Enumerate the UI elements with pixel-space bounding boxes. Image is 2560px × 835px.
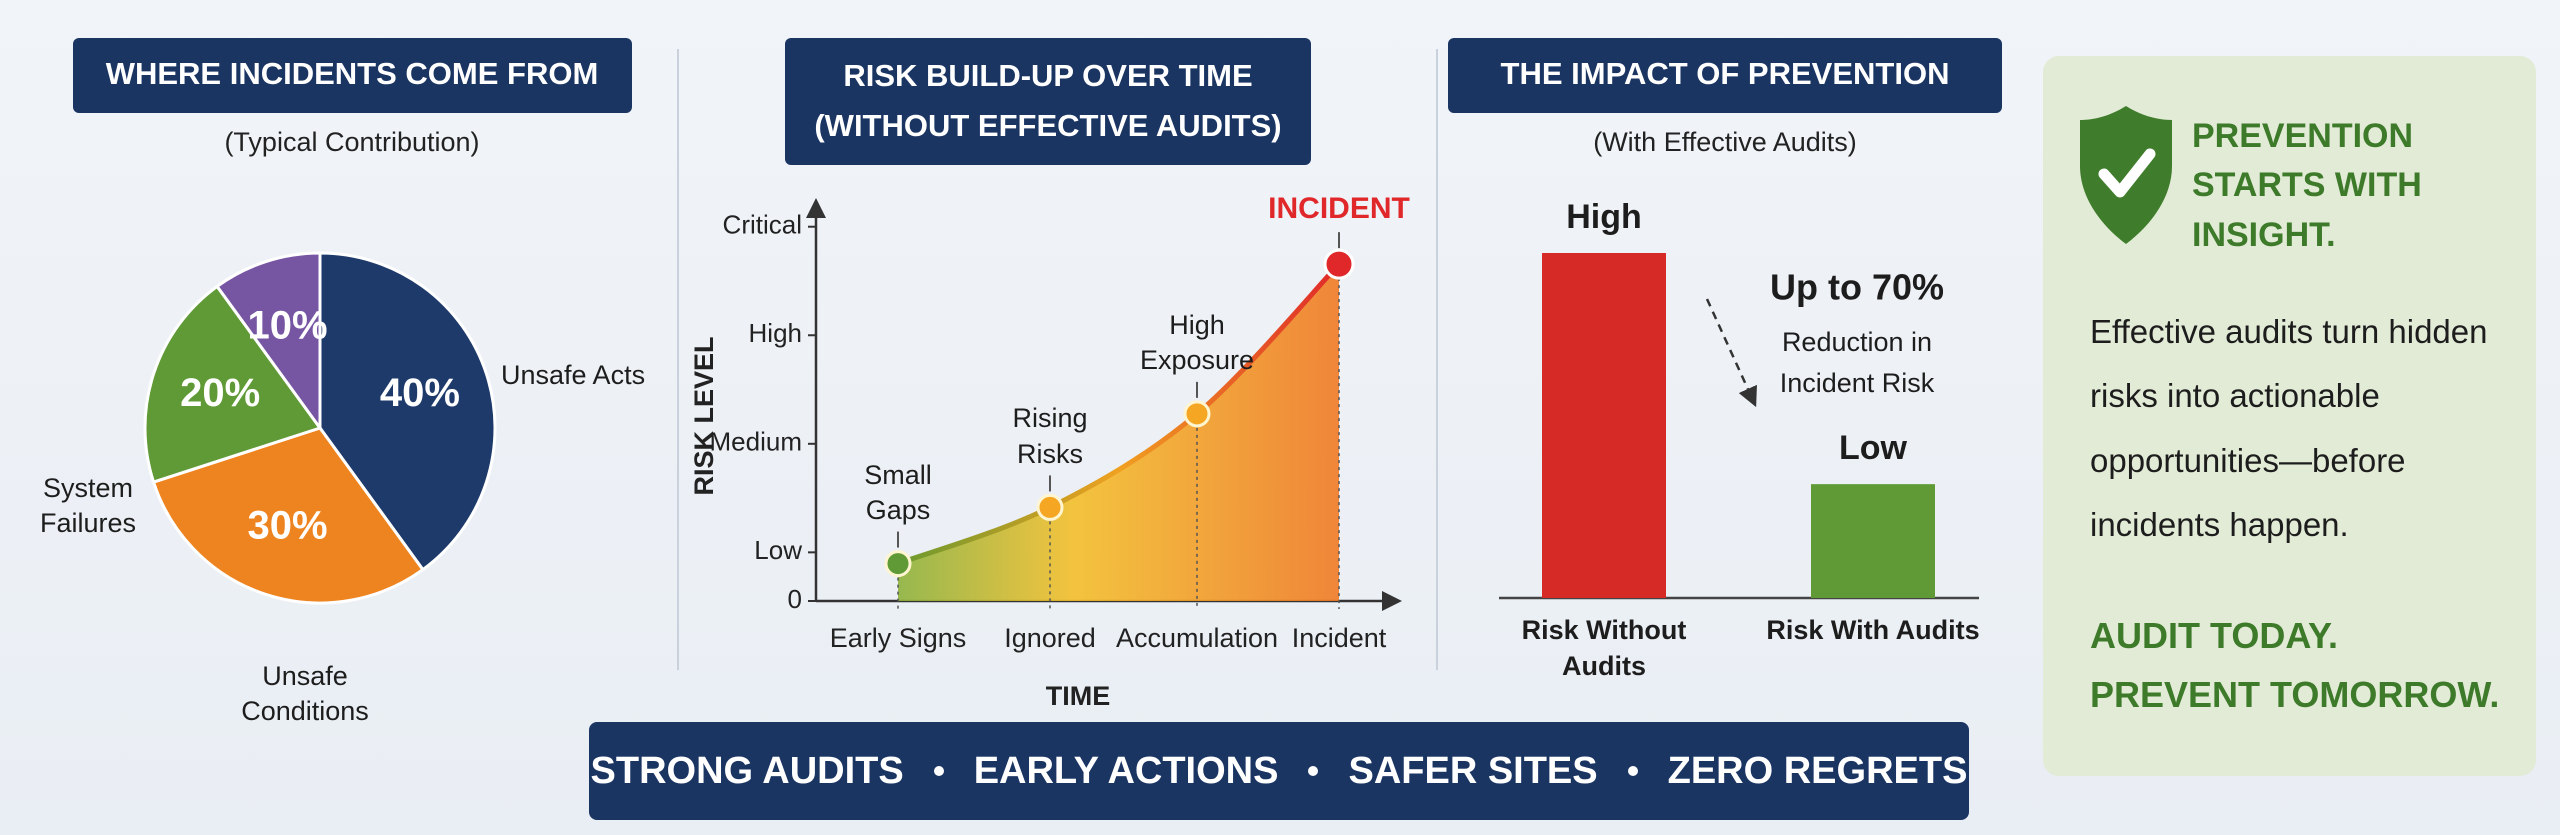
annotation-text: Reduction in Incident Risk [1779,327,1935,398]
category-label: Unsafe Acts [501,360,646,390]
banner [589,722,1969,820]
y-tick-label: Medium [710,427,802,457]
x-tick-label: Ignored [1004,623,1096,653]
category-label: Risk Without Audits [1521,615,1687,682]
pie-slice [151,426,425,605]
annotation-headline: Up to 70% [1770,267,1944,308]
chart-title: RISK BUILD-UP OVER TIME [843,58,1252,93]
banner-bullet [933,766,944,776]
value-label: High [1566,198,1642,236]
x-tick-label: Accumulation [1116,623,1278,653]
insight-panel [2043,56,2536,776]
banner-bullet [1308,766,1319,776]
pie-slice [215,251,322,433]
title-box [1448,38,2002,113]
pie-slice [143,284,323,484]
banner-item: ZERO REGRETS [1667,749,1968,792]
x-axis-label: TIME [1046,681,1111,711]
annotation-arrow [1705,298,1757,408]
bar [1811,484,1935,598]
slice-label: 30% [248,503,328,547]
slice-label: 40% [380,371,460,415]
banner-item: SAFER SITES [1348,749,1598,792]
slice-label: 20% [180,371,260,415]
title-box [785,38,1311,165]
point-label: Small Gaps [864,459,932,525]
area-fill [898,264,1339,601]
point [1323,248,1355,280]
point-label: INCIDENT [1268,192,1410,226]
title-box [73,38,632,113]
point [884,550,912,578]
y-axis-label: RISK LEVEL [689,336,719,495]
banner-bullet [1627,766,1638,776]
insight-callout: AUDIT TODAY. PREVENT TOMORROW. [2090,615,2500,716]
value-label: Low [1839,429,1908,467]
bar [1542,253,1666,598]
y-tick-label: Critical [723,210,802,240]
chart-title: WHERE INCIDENTS COME FROM [106,56,599,91]
category-label: System Failures [39,472,137,538]
y-tick-label: Low [754,535,802,565]
slice-label: 10% [248,304,328,348]
x-tick-label: Early Signs [830,623,967,653]
chart-subtitle: (WITHOUT EFFECTIVE AUDITS) [814,108,1281,143]
point-label: Rising Risks [1012,403,1088,469]
x-tick-label: Incident [1292,623,1387,653]
banner-item: EARLY ACTIONS [973,749,1279,792]
banner-item: STRONG AUDITS [590,749,904,792]
pie-slice [318,251,497,572]
chart-subtitle: (Typical Contribution) [224,127,479,157]
insight-body: Effective audits turn hidden risks into … [2090,313,2488,544]
y-tick-label: 0 [788,584,802,614]
chart-title: THE IMPACT OF PREVENTION [1501,56,1950,91]
insight-headline: PREVENTION STARTS WITH INSIGHT. [2192,117,2422,254]
category-label: Risk With Audits [1766,615,1980,645]
chart-subtitle: (With Effective Audits) [1593,127,1857,157]
banner-row: STRONG AUDITS EARLY ACTIONS SAFER SITES ZER… [589,722,1969,820]
category-label: Unsafe Conditions [241,660,369,726]
y-tick-label: High [749,318,802,348]
line [897,262,1341,566]
shield-icon [2080,106,2172,244]
point-label: High Exposure [1139,309,1255,375]
point [1036,493,1064,521]
point [1183,400,1211,428]
